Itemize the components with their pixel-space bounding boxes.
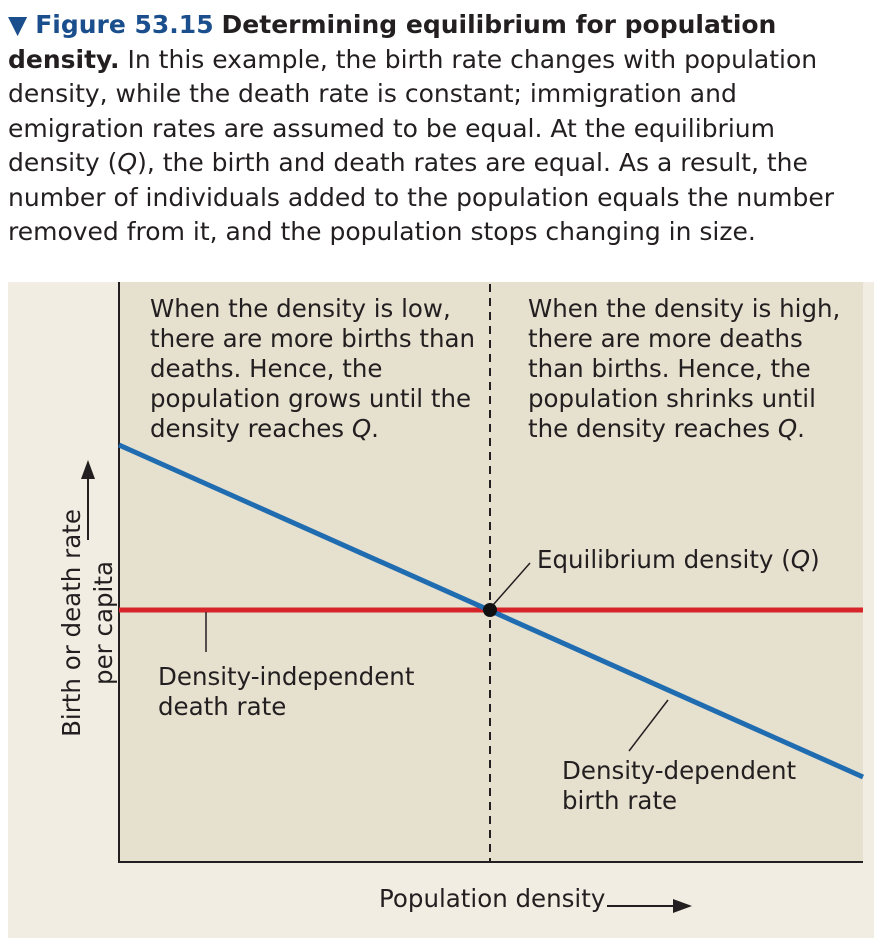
low-density-note-line: density reaches Q. [150,414,485,444]
low-density-note-line: When the density is low, [150,294,451,323]
birth-rate-leader [628,699,669,752]
x-axis-label: Population density [379,884,606,913]
death-rate-label-line: Density-independent [158,662,415,691]
x-axis-arrowhead [673,899,692,913]
figure-title: Determining equilibrium for population d… [8,10,777,74]
low-density-note-q: Q [351,414,372,443]
caption-q: Q [117,148,138,177]
death-rate-label-line: death rate [158,692,287,721]
low-density-note-suffix: . [371,414,379,443]
high-density-note-line: than births. Hence, the [528,354,811,383]
equilibrium-point [483,603,497,617]
figure-marker: ▼ [8,10,28,39]
high-density-note-q: Q [777,414,798,443]
low-density-note-line: deaths. Hence, the [150,354,383,383]
low-density-note-prefix: density reaches [150,414,352,443]
high-density-note: When the density is high, there are more… [528,294,868,444]
y-axis-label-line: per capita [89,561,118,685]
low-density-note-line: population grows until the [150,384,472,413]
y-axis-arrowhead [81,460,95,479]
caption-body-1: In this example, the birth rate changes … [8,44,818,178]
equilibrium-label: Equilibrium density (Q) [537,545,820,574]
y-axis-label-line: Birth or death rate [57,509,86,737]
high-density-note-line: population shrinks until [528,384,816,413]
figure-caption: ▼ Figure 53.15 Determining equilibrium f… [8,8,874,250]
birth-rate-label-line: Density-dependent [562,756,797,785]
high-density-note-prefix: the density reaches [528,414,778,443]
y-axis-label: Birth or death rate per capita [56,509,120,737]
low-density-note: When the density is low, there are more … [150,294,485,444]
death-rate-label: Density-independent death rate [158,662,414,722]
high-density-note-line: the density reaches Q. [528,414,868,444]
high-density-note-line: there are more deaths [528,324,803,353]
birth-rate-label-line: birth rate [562,786,678,815]
caption-body-2: ), the birth and death rates are equal. … [8,148,834,246]
high-density-note-suffix: . [797,414,805,443]
birth-rate-label: Density-dependent birth rate [562,756,796,816]
low-density-note-line: there are more births than [150,324,476,353]
figure-number: Figure 53.15 [35,10,214,39]
equilibrium-label-text: Equilibrium density [537,545,774,574]
equilibrium-leader [492,562,531,606]
high-density-note-line: When the density is high, [528,294,841,323]
equilibrium-label-q: Q [790,545,811,574]
